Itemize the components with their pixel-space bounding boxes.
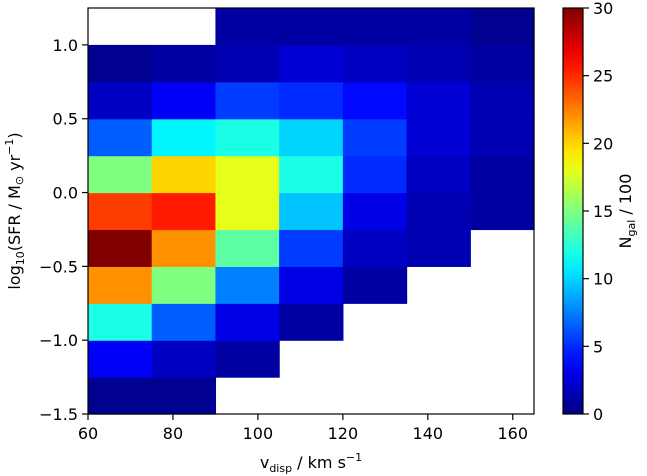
y-tick-label: 0.5: [53, 110, 78, 129]
heatmap-cell: [470, 81, 535, 120]
heatmap-cell: [342, 192, 408, 231]
heatmap-cell: [342, 81, 408, 120]
heatmap-cell: [406, 81, 471, 120]
heatmap-cell: [470, 44, 535, 83]
heatmap-cell: [342, 118, 408, 157]
heatmap-cell: [215, 155, 280, 194]
heatmap-cell: [151, 192, 217, 231]
heatmap-cell: [342, 266, 408, 304]
colorbar-tick-label: 30: [593, 0, 613, 18]
heatmap-cell: [342, 44, 408, 83]
plot-frame: [87, 7, 535, 415]
y-tick-label: −1.0: [39, 331, 78, 350]
heatmap-cell: [151, 155, 217, 194]
x-tick-label: 140: [413, 424, 444, 443]
heatmap-cell: [342, 229, 408, 267]
heatmap-cell: [279, 44, 344, 83]
heatmap-cell: [215, 8, 280, 46]
x-tick-label: 80: [163, 424, 183, 443]
colorbar-tick-label: 5: [593, 337, 603, 356]
colorbar: [562, 7, 584, 415]
heatmap-cell: [406, 118, 471, 157]
heatmap-cell: [88, 44, 153, 83]
heatmap-cell: [151, 340, 217, 378]
y-tick-label: −1.5: [39, 405, 78, 424]
heatmap-cell: [151, 44, 217, 83]
heatmap-cell: [88, 303, 153, 341]
heatmap-cell: [470, 155, 535, 194]
x-axis-label: vdisp / km s−1: [260, 451, 362, 475]
colorbar-tick-label: 10: [593, 270, 613, 289]
heatmap-cell: [279, 8, 344, 46]
heatmap-cell: [215, 81, 280, 120]
heatmap-cell: [215, 44, 280, 83]
heatmap-cell: [88, 192, 153, 231]
heatmap-cells: [88, 8, 535, 415]
heatmap-cell: [406, 192, 471, 231]
colorbar-tick-label: 20: [593, 134, 613, 153]
heatmap-cell: [470, 192, 535, 231]
heatmap-cell: [88, 377, 153, 415]
colorbar-label: Ngal / 100: [616, 174, 638, 249]
heatmap-cell: [88, 118, 153, 157]
heatmap-cell: [470, 118, 535, 157]
heatmap-cell: [279, 118, 344, 157]
heatmap-cell: [151, 81, 217, 120]
heatmap-cell: [215, 229, 280, 267]
y-axis-label: log10(SFR / M⊙ yr−1): [3, 132, 27, 289]
y-axis: −1.5 −1.0 −0.5 0.0 0.5 1.0: [39, 36, 88, 424]
heatmap-cell: [406, 8, 471, 46]
heatmap-cell: [406, 155, 471, 194]
heatmap-cell: [470, 8, 535, 46]
heatmap-cell: [279, 81, 344, 120]
heatmap-cell: [406, 229, 471, 267]
heatmap-cell: [215, 266, 280, 304]
heatmap-cell: [151, 118, 217, 157]
y-tick-label: 0.0: [53, 184, 78, 203]
x-tick-label: 100: [243, 424, 274, 443]
heatmap-cell: [151, 377, 217, 415]
heatmap-cell: [88, 340, 153, 378]
heatmap-cell: [342, 8, 408, 46]
heatmap-cell: [88, 81, 153, 120]
x-axis: 60 80 100 120 140 160: [78, 414, 528, 443]
x-tick-label: 60: [78, 424, 98, 443]
heatmap-cell: [279, 266, 344, 304]
heatmap-cell: [215, 192, 280, 231]
heatmap-cell: [151, 303, 217, 341]
heatmap-cell: [88, 155, 153, 194]
heatmap-cell: [215, 340, 280, 378]
heatmap-cell: [279, 303, 344, 341]
colorbar-tick-label: 0: [593, 405, 603, 424]
heatmap-cell: [88, 266, 153, 304]
heatmap-cell: [342, 155, 408, 194]
colorbar-tick-label: 15: [593, 202, 613, 221]
heatmap-cell: [406, 44, 471, 83]
heatmap-cell: [279, 229, 344, 267]
heatmap-cell: [279, 192, 344, 231]
colorbar-tick-label: 25: [593, 67, 613, 86]
heatmap-cell: [88, 229, 153, 267]
x-tick-label: 120: [328, 424, 359, 443]
x-tick-label: 160: [497, 424, 528, 443]
heatmap-cell: [215, 118, 280, 157]
colorbar-axis: 0 5 10 15 20 25 30: [583, 0, 613, 424]
heatmap-cell: [151, 229, 217, 267]
heatmap-cell: [151, 266, 217, 304]
y-tick-label: 1.0: [53, 36, 78, 55]
heatmap-cell: [215, 303, 280, 341]
heatmap-cell: [279, 155, 344, 194]
y-tick-label: −0.5: [39, 257, 78, 276]
